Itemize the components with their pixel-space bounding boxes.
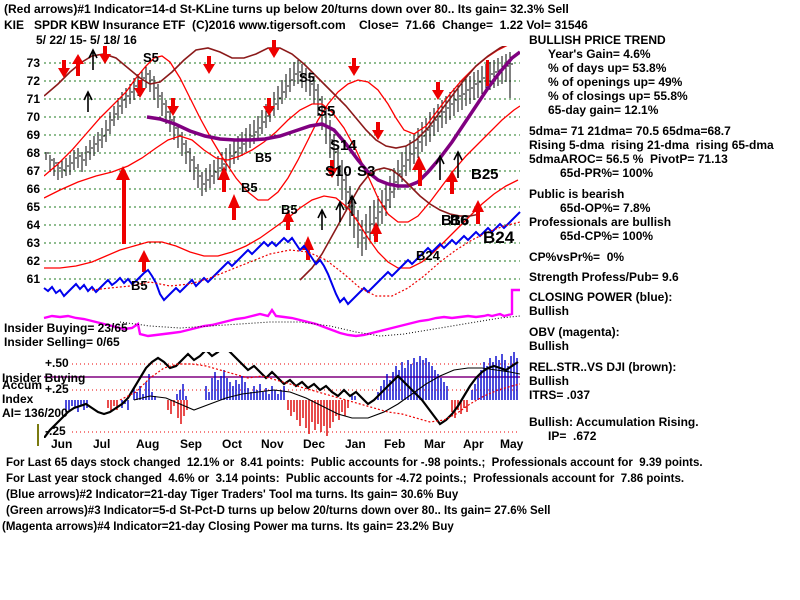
x-axis-month-jan: Jan xyxy=(345,437,366,451)
y-axis-label-73: 73 xyxy=(26,56,40,70)
date-range-header: 5/ 22/ 15- 5/ 18/ 16 xyxy=(36,33,137,47)
y-axis-label-61: 61 xyxy=(26,272,40,286)
annotation-s5-3: S5 xyxy=(317,103,336,120)
y-axis-label-62: 62 xyxy=(26,254,40,268)
ticker-header: KIE SPDR KBW Insurance ETF (C)2016 www.t… xyxy=(4,18,588,32)
summary-year: For Last year stock changed 4.6% or 3.14… xyxy=(6,473,685,485)
y-axis-label-69: 69 xyxy=(26,128,40,142)
accum-rising-note: Bullish: Accumulation Rising. xyxy=(529,415,699,429)
pct-openings-up: % of openings up= 49% xyxy=(548,75,683,89)
years-gain: Year's Gain= 4.6% xyxy=(548,47,651,61)
x-axis-month-jun: Jun xyxy=(51,437,73,451)
x-axis-month-sep: Sep xyxy=(180,437,203,451)
closing-power-label: CLOSING POWER (blue): xyxy=(529,290,673,304)
annotation-b6: B6 xyxy=(450,212,470,229)
accum-scale-minus-25: -.25 xyxy=(45,424,66,438)
x-axis-month-may: May xyxy=(500,437,524,451)
indicator3-summary: (Green arrows)#3 Indicator=5-d St-Pct-D … xyxy=(6,505,551,517)
insider-selling-label: Insider Selling= 0/65 xyxy=(4,335,120,349)
accum-label-line1: Accum xyxy=(2,378,43,392)
annotation-s14-1: S14 xyxy=(330,137,357,154)
public-status: Public is bearish xyxy=(529,187,625,201)
x-axis-month-feb: Feb xyxy=(384,437,406,451)
y-axis-label-67: 67 xyxy=(26,164,40,178)
ip-value: IP= .672 xyxy=(548,429,597,443)
accum-bars xyxy=(65,352,518,436)
x-axis-month-dec: Dec xyxy=(303,437,326,451)
annotation-s3: S3 xyxy=(357,163,376,180)
accum-gridlines xyxy=(72,363,520,433)
x-axis-month-mar: Mar xyxy=(424,437,446,451)
x-axis-month-apr: Apr xyxy=(463,437,484,451)
annotation-b25: B25 xyxy=(471,166,499,183)
annotation-b16: B16 xyxy=(441,212,469,229)
op65-value: 65d-OP%= 7.8% xyxy=(560,201,651,215)
y-axis-label-68: 68 xyxy=(26,146,40,160)
x-axis-month-jul: Jul xyxy=(93,437,111,451)
y-axis-label-64: 64 xyxy=(26,218,40,232)
annotation-s10: S10 xyxy=(325,163,352,180)
obv-label: OBV (magenta): xyxy=(529,325,620,339)
dma-summary: 5dma= 71 21dma= 70.5 65dma=68.7 xyxy=(529,124,731,138)
y-axis-label-71: 71 xyxy=(26,92,40,106)
relstr-value: Bullish xyxy=(529,374,570,388)
pct-days-up: % of days up= 53.8% xyxy=(548,61,667,75)
price-trend-title: BULLISH PRICE TREND xyxy=(529,33,666,47)
gain-65day: 65-day gain= 12.1% xyxy=(548,103,659,117)
annotation-b24-2: B24 xyxy=(416,248,440,263)
pct-closings-up: % of closings up= 55.8% xyxy=(548,89,688,103)
x-axis-month-oct: Oct xyxy=(222,437,243,451)
indicator4-summary: (Magenta arrows)#4 Indicator=21-day Clos… xyxy=(2,521,454,533)
annotation-s5-1: S5 xyxy=(143,50,159,65)
accum-scale-plus-25: +.25 xyxy=(45,382,69,396)
insider-buying-label: Insider Buying= 23/65 xyxy=(4,321,128,335)
accum-scale-plus-50: +.50 xyxy=(45,356,69,370)
annotation-b24-1: B24 xyxy=(483,228,515,247)
y-axis-label-63: 63 xyxy=(26,236,40,250)
obv-value: Bullish xyxy=(529,339,570,353)
annotation-s5-2: S5 xyxy=(299,70,315,85)
annotation-b5-1: B5 xyxy=(255,150,272,165)
ma-purple-21dma xyxy=(146,50,520,188)
annotation-b5-3: B5 xyxy=(281,202,298,217)
signal-arrows-red xyxy=(58,40,489,272)
accum-ai-value: AI= 136/200 xyxy=(2,406,68,420)
signal-arrows-black xyxy=(83,48,463,230)
annotation-b5-2: B5 xyxy=(241,180,258,195)
professionals-status: Professionals are bullish xyxy=(529,215,672,229)
accum-index-line xyxy=(44,352,520,438)
strength-profess-pub: Strength Profess/Pub= 9.6 xyxy=(529,270,679,284)
ma-band-red xyxy=(44,46,520,269)
indicator2-summary: (Blue arrows)#2 Indicator=21-day Tiger T… xyxy=(6,489,459,501)
aroc-pivot: 5dmaAROC= 56.5 % PivotP= 71.13 xyxy=(529,152,728,166)
closing-power-value: Bullish xyxy=(529,304,570,318)
x-axis-month-nov: Nov xyxy=(261,437,284,451)
indicator1-header: (Red arrows)#1 Indicator=14-d St-KLine t… xyxy=(4,2,569,16)
y-axis-label-70: 70 xyxy=(26,110,40,124)
relstr-brown-line xyxy=(44,46,506,281)
cp-vs-pr: CP%vsPr%= 0% xyxy=(529,250,625,264)
pr65-value: 65d-PR%= 100% xyxy=(560,166,654,180)
y-axis-label-72: 72 xyxy=(26,74,40,88)
y-axis-label-65: 65 xyxy=(26,200,40,214)
itrs-value: ITRS= .037 xyxy=(529,388,591,402)
y-axis-label-66: 66 xyxy=(26,182,40,196)
insider-buying-overlay: Insider Buying xyxy=(2,371,86,385)
closing-power-line xyxy=(43,211,521,306)
x-axis-month-aug: Aug xyxy=(136,437,160,451)
cp65-value: 65d-CP%= 100% xyxy=(560,229,654,243)
relstr-label: REL.STR..VS DJI (brown): xyxy=(529,360,677,374)
obv-line xyxy=(43,288,521,338)
rising-dma-summary: Rising 5-dma rising 21-dma rising 65-dma xyxy=(529,138,774,152)
accum-label-line2: Index xyxy=(2,392,34,406)
annotation-b5-4: B5 xyxy=(131,278,148,293)
summary-65day: For Last 65 days stock changed 12.1% or … xyxy=(6,457,703,469)
